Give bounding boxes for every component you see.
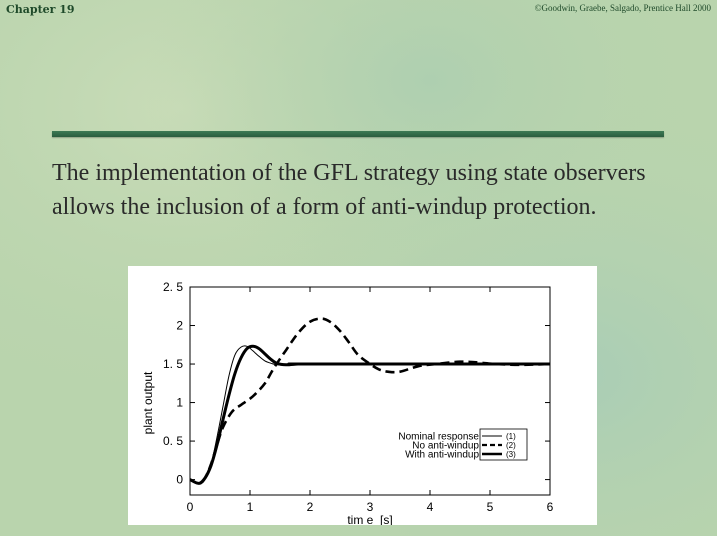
legend-box [479, 428, 528, 461]
plant-output-chart: 0 1 2 3 4 5 6 0 0. 5 1 1. 5 2 2. 5 tim e [s] plant o… [141, 280, 554, 527]
chart-panel: 0 1 2 3 4 5 6 0 0. 5 1 1. 5 2 2. 5 tim e [s] plant o… [128, 266, 597, 527]
series-line-3 [189, 344, 550, 485]
x-axis-label: tim e [s] [347, 513, 392, 525]
y-tick-label: 0. 5 [163, 434, 183, 448]
y-axis-label: plant output [141, 371, 155, 434]
title-divider [52, 131, 664, 137]
y-tick-label: 0 [176, 473, 183, 487]
x-tick-label: 5 [487, 500, 494, 514]
series-line-1 [189, 345, 550, 484]
legend-label: With anti-windup [405, 450, 479, 461]
series-line-2 [189, 317, 551, 485]
legend: Nominal response (1) No anti-windup (2) With… [398, 428, 528, 461]
x-tick-label: 1 [247, 500, 254, 514]
x-tick-label: 0 [187, 500, 194, 514]
x-tick-label: 2 [307, 500, 314, 514]
x-tick-label: 3 [367, 500, 374, 514]
x-tick-label: 4 [427, 500, 434, 514]
y-tick-label: 2. 5 [163, 280, 183, 294]
legend-label: Nominal response [398, 432, 479, 443]
legend-tag: (3) [506, 450, 516, 459]
copyright-notice: ©Goodwin, Graebe, Salgado, Prentice Hall… [534, 3, 711, 13]
series-layer [189, 317, 551, 485]
legend-tag: (1) [506, 432, 516, 441]
legend-tag: (2) [506, 441, 516, 450]
y-tick-label: 1 [176, 396, 183, 410]
chapter-label: Chapter 19 [6, 3, 75, 16]
axis-ticks: 0 1 2 3 4 5 6 0 0. 5 1 1. 5 2 2. 5 [163, 280, 554, 514]
x-tick-label: 6 [547, 500, 554, 514]
slide-body-text: The implementation of the GFL strategy u… [52, 160, 646, 220]
legend-label: No anti-windup [412, 441, 479, 452]
y-tick-label: 2 [176, 319, 183, 333]
y-tick-label: 1. 5 [163, 357, 183, 371]
plot-frame [189, 286, 551, 496]
